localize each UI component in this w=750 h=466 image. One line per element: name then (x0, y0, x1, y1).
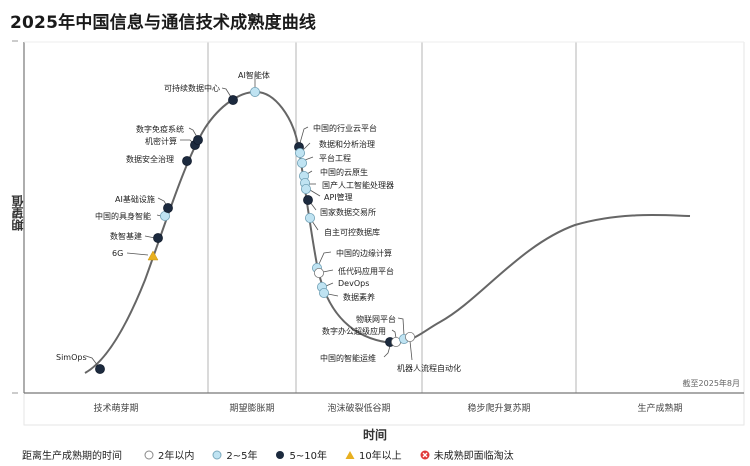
point-label: 中国的行业云平台 (313, 123, 377, 133)
point-label: 中国的云原生 (320, 167, 368, 177)
phase-band (23, 392, 745, 426)
point-label: API管理 (324, 192, 353, 202)
point-label: 数据素养 (343, 292, 375, 302)
point-label: 中国的智能运维 (320, 353, 376, 363)
light-blue-circle-icon (212, 450, 222, 459)
phase-label: 期望膨胀期 (229, 402, 274, 414)
triangle-icon (345, 450, 355, 459)
chart-title: 2025年中国信息与通信技术成熟度曲线 (10, 13, 317, 33)
phase-label: 泡沫破裂低谷期 (327, 402, 390, 414)
legend: 距离生产成熟期的时间 2年以内 2~5年 5~10年 10年以上 未成熟即面临淘… (22, 447, 532, 462)
data-point[interactable] (153, 233, 163, 243)
point-label: 数字办公超级应用 (322, 326, 386, 336)
point-label: 机密计算 (145, 136, 177, 146)
as-of-note: 截至2025年8月 (682, 379, 740, 388)
data-points (95, 87, 415, 374)
point-label: 国家数据交易所 (320, 207, 376, 217)
data-point[interactable] (294, 147, 305, 158)
point-label: AI基础设施 (115, 194, 155, 204)
point-label: 物联网平台 (356, 314, 396, 324)
dark-circle-icon (276, 450, 285, 459)
legend-item-5to10: 5~10年 (275, 447, 327, 462)
point-label: 自主可控数据库 (324, 227, 380, 237)
data-point[interactable] (163, 203, 173, 213)
point-label: 数据安全治理 (126, 154, 174, 164)
point-label: 机器人流程自动化 (397, 363, 461, 373)
data-point[interactable] (95, 364, 105, 374)
data-point[interactable] (147, 250, 159, 261)
data-point[interactable] (296, 157, 307, 168)
point-label: 数字免疫系统 (136, 124, 184, 134)
phase-label: 稳步爬升复苏期 (467, 402, 530, 414)
point-label: DevOps (338, 279, 369, 288)
point-label: 可持续数据中心 (164, 83, 220, 93)
legend-item-2to5: 2~5年 (212, 447, 257, 462)
point-label: 数据和分析治理 (319, 139, 375, 149)
data-point[interactable] (249, 87, 260, 98)
point-label: SimOps (56, 353, 87, 362)
point-label: 6G (112, 249, 123, 258)
legend-item-lt2: 2年以内 (144, 447, 194, 462)
point-label: 数智基建 (110, 231, 142, 241)
point-label: 国产人工智能处理器 (322, 180, 394, 190)
data-point[interactable] (304, 212, 315, 223)
label-leaders (85, 79, 413, 367)
x-axis-label: 时间 (362, 428, 387, 442)
phase-label: 生产成熟期 (637, 402, 682, 414)
data-point[interactable] (313, 267, 324, 278)
point-label: 中国的具身智能 (95, 211, 151, 221)
data-labels: SimOps 6G 数智基建 中国的具身智能 AI基础设施 数据安全治理 机密计算 数字免疫系… (56, 70, 461, 373)
data-point[interactable] (318, 287, 329, 298)
legend-title: 距离生产成熟期的时间 (22, 451, 122, 462)
phase-labels: 技术萌芽期 期望膨胀期 泡沫破裂低谷期 稳步爬升复苏期 生产成熟期 (93, 402, 682, 414)
data-point[interactable] (228, 95, 238, 105)
data-point[interactable] (303, 195, 313, 205)
data-point[interactable] (404, 331, 415, 342)
point-label: 平台工程 (319, 153, 351, 163)
data-point[interactable] (300, 183, 311, 194)
cross-circle-icon (420, 450, 430, 459)
point-label: 中国的边缘计算 (336, 248, 392, 258)
point-label: AI智能体 (238, 70, 270, 80)
point-label: 低代码应用平台 (338, 266, 394, 276)
legend-item-gt10: 10年以上 (345, 447, 402, 462)
phase-dividers (207, 42, 745, 393)
legend-item-obsolete: 未成熟即面临淘汰 (420, 447, 514, 462)
phase-label: 技术萌芽期 (93, 402, 138, 414)
data-point[interactable] (193, 135, 203, 145)
hype-curve (84, 90, 691, 374)
hollow-circle-icon (144, 450, 154, 459)
data-point[interactable] (182, 156, 192, 166)
